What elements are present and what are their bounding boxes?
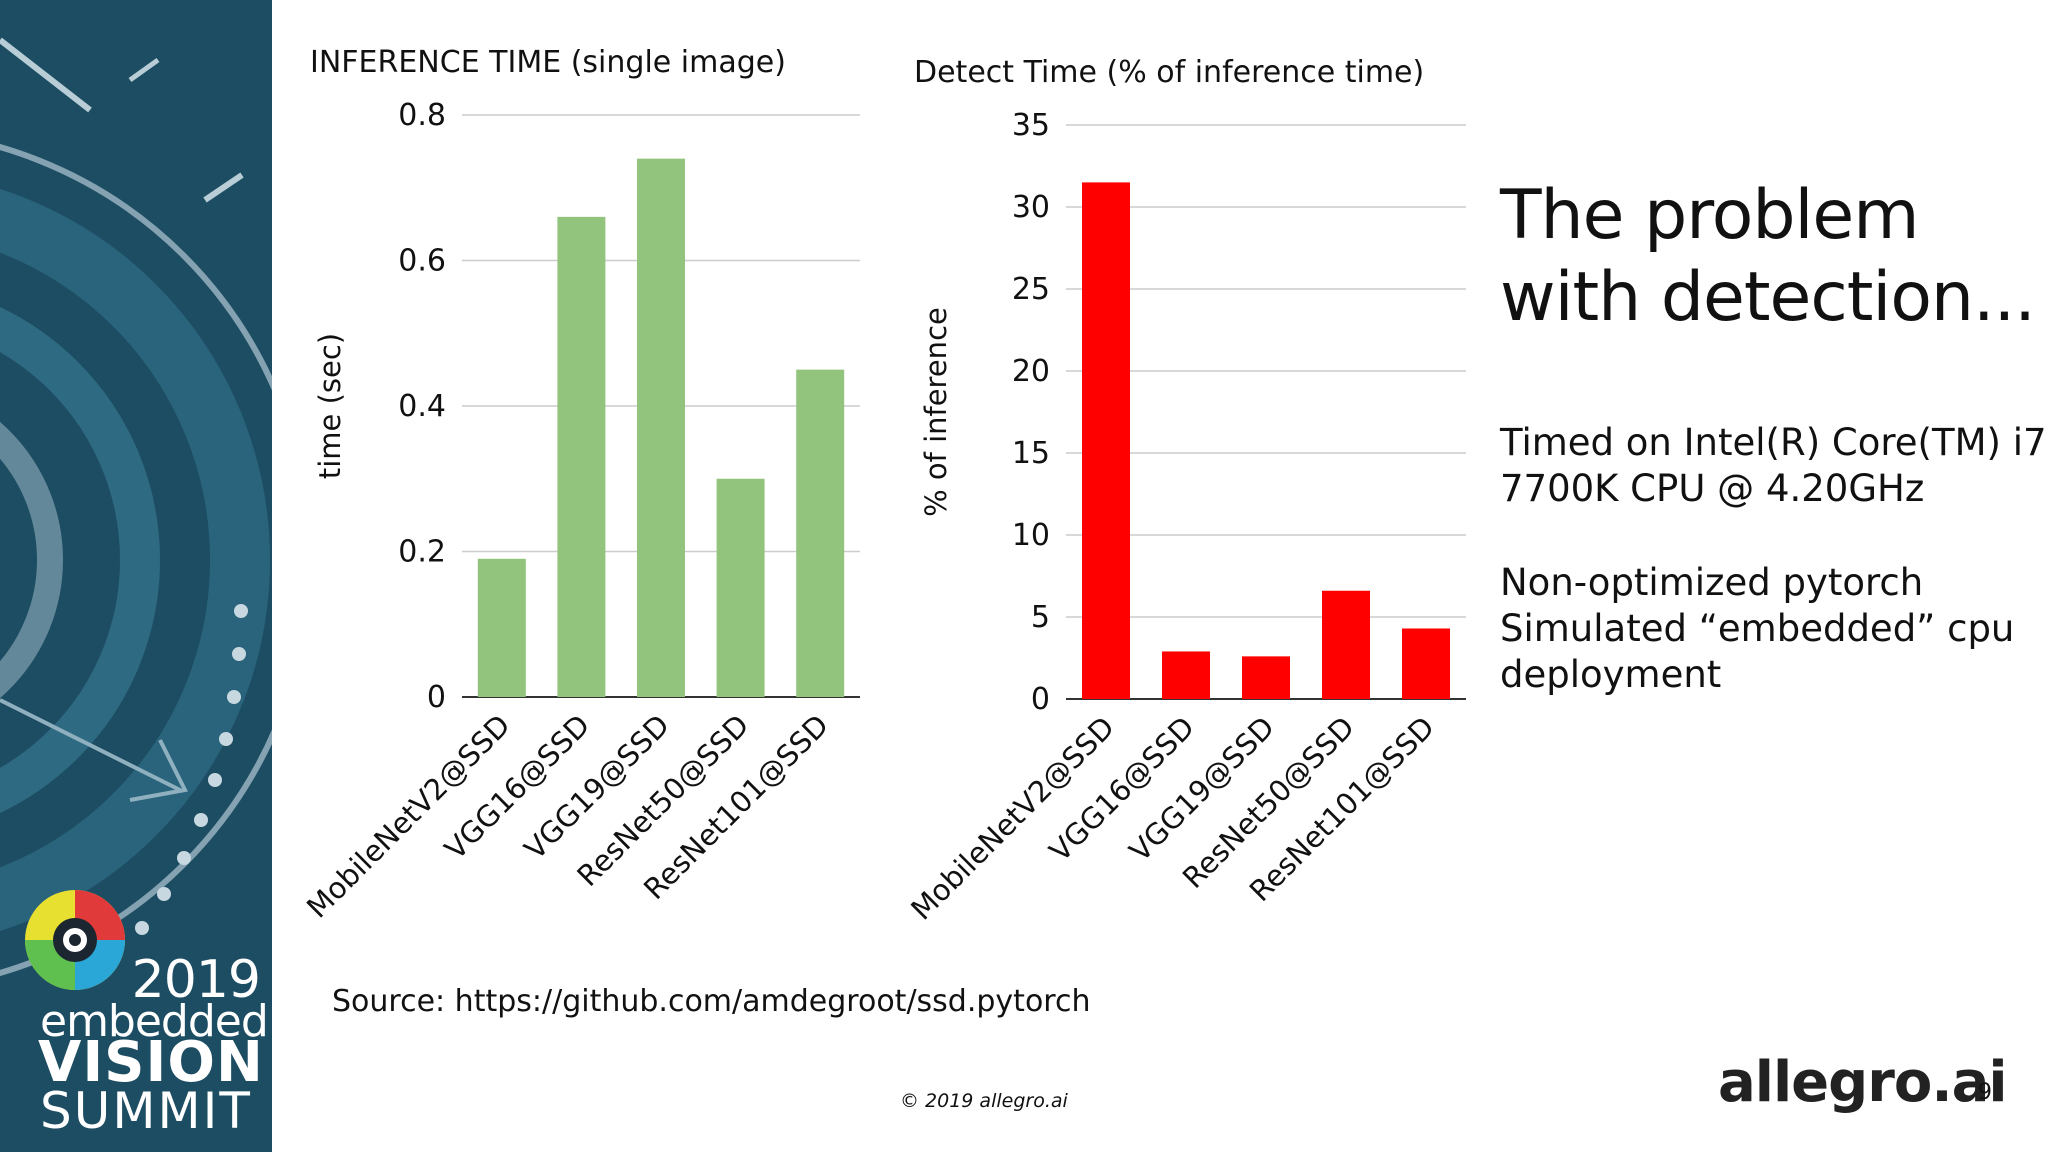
- sidebar-decoration: [0, 37, 272, 990]
- bar: [1322, 590, 1370, 699]
- y-tick-label: 0.4: [398, 389, 446, 424]
- chart-title: Detect Time (% of inference time): [914, 55, 1424, 90]
- y-tick-label: 25: [1012, 272, 1050, 307]
- bar: [796, 369, 845, 697]
- detect-time-chart: Detect Time (% of inference time) 0 5 10 15 2…: [904, 55, 1466, 927]
- bar: [637, 158, 685, 697]
- event-name-line2: VISION: [38, 1030, 264, 1095]
- cpu-note: Timed on Intel(R) Core(TM) i7- 7700K CPU…: [1500, 420, 2048, 512]
- y-tick-label: 0.2: [398, 535, 446, 570]
- y-tick-label: 10: [1012, 518, 1050, 553]
- bar: [1402, 628, 1450, 699]
- deployment-note-line1: Non-optimized pytorch: [1500, 561, 1924, 604]
- allegro-logo: allegro.ai: [1718, 1050, 2008, 1115]
- bar: [557, 216, 606, 697]
- heading-line2: with detection...: [1500, 258, 2036, 337]
- event-year: 2019: [131, 950, 261, 1010]
- summit-logo-icon: [25, 890, 125, 990]
- y-tick-label: 5: [1031, 600, 1050, 635]
- event-name-line3: SUMMIT: [40, 1082, 252, 1140]
- y-tick-label: 30: [1012, 190, 1050, 225]
- heading-line1: The problem: [1500, 176, 1919, 255]
- copyright-notice: © 2019 allegro.ai: [900, 1090, 1068, 1112]
- deployment-note-line3: deployment: [1500, 653, 1722, 696]
- y-tick-label: 20: [1012, 354, 1050, 389]
- y-tick-label: 0.6: [398, 244, 446, 279]
- page-number: 9: [1978, 1080, 1992, 1105]
- cpu-note-line2: 7700K CPU @ 4.20GHz: [1500, 467, 1925, 510]
- deployment-note-line2: Simulated “embedded” cpu: [1500, 607, 2015, 650]
- cpu-note-line1: Timed on Intel(R) Core(TM) i7-: [1500, 421, 2048, 464]
- event-name-line1: embedded: [40, 996, 269, 1047]
- bar: [1082, 182, 1130, 699]
- deployment-note: Non-optimized pytorch Simulated “embedde…: [1500, 560, 2040, 698]
- bar: [1242, 656, 1290, 699]
- bar: [477, 558, 526, 697]
- y-axis-label: % of inference: [919, 307, 953, 517]
- y-tick-label: 35: [1012, 108, 1050, 143]
- inference-time-chart: INFERENCE TIME (single image) 0 0.2 0.4 0.6 0…: [300, 45, 860, 925]
- chart-title: INFERENCE TIME (single image): [310, 45, 786, 80]
- y-tick-label: 15: [1012, 436, 1050, 471]
- y-tick-label: 0.8: [398, 98, 446, 133]
- y-axis-label: time (sec): [313, 333, 347, 479]
- sidebar-panel: 2019 embedded VISION SUMMIT: [0, 0, 272, 1152]
- y-tick-label: 0: [1031, 682, 1050, 717]
- source-citation: Source: https://github.com/amdegroot/ssd…: [332, 984, 1091, 1019]
- bar: [1162, 651, 1210, 699]
- y-tick-label: 0: [427, 680, 446, 715]
- slide-heading: The problem with detection...: [1500, 175, 2036, 339]
- bar: [716, 478, 765, 697]
